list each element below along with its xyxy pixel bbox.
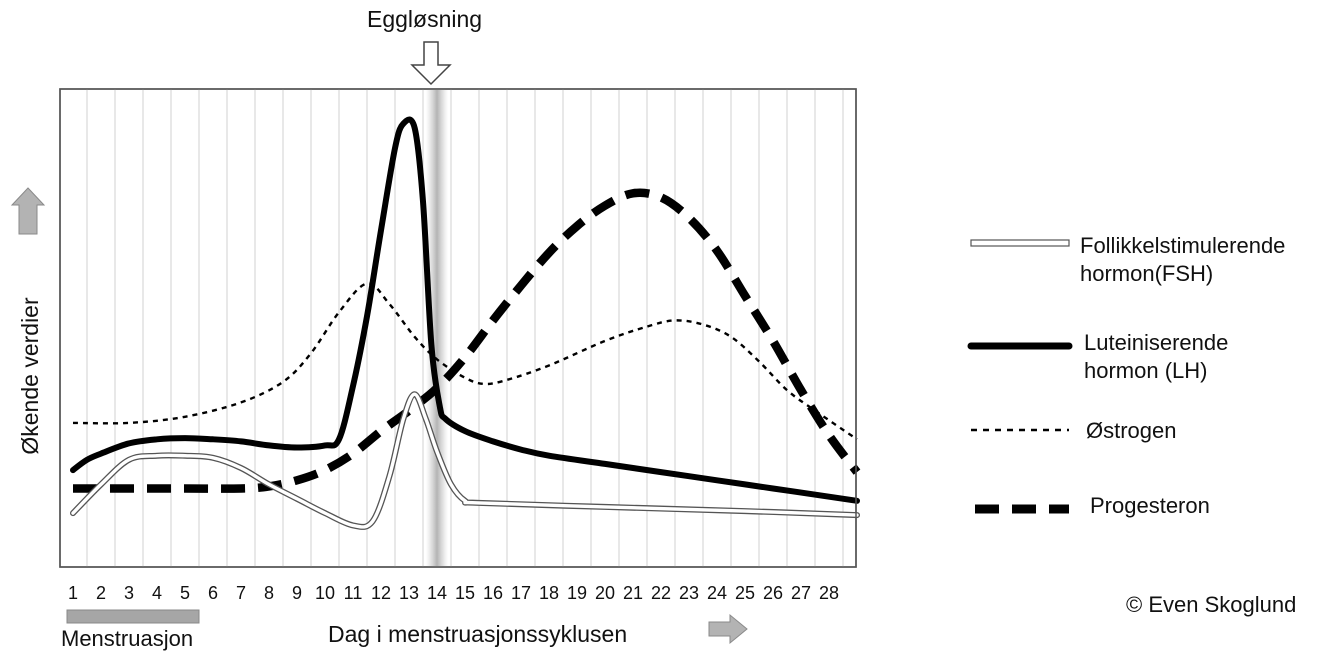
menstruation-label: Menstruasjon (61, 626, 193, 651)
x-tick-label: 26 (763, 583, 783, 603)
x-tick-label: 19 (567, 583, 587, 603)
legend: Follikkelstimulerende hormon(FSH) Lutein… (967, 233, 1292, 518)
legend-item-fsh: Follikkelstimulerende hormon(FSH) (970, 233, 1292, 286)
x-tick-label: 7 (236, 583, 246, 603)
legend-label-fsh: Follikkelstimulerende hormon(FSH) (1080, 233, 1292, 286)
x-tick-label: 16 (483, 583, 503, 603)
x-tick-label: 3 (124, 583, 134, 603)
x-axis-label: Dag i menstruasjonssyklusen (328, 621, 627, 647)
series-estrogen (72, 282, 858, 441)
series-lh (70, 116, 860, 504)
series-fsh (71, 392, 859, 529)
x-tick-labels: 1 2 3 4 5 6 7 8 9 10 11 12 13 14 15 16 17 18 19 20 21 22 23 24 2… (68, 583, 839, 603)
x-tick-label: 20 (595, 583, 615, 603)
x-tick-label: 18 (539, 583, 559, 603)
y-axis-label: Økende verdier (17, 297, 43, 455)
x-tick-label: 4 (152, 583, 162, 603)
x-tick-label: 1 (68, 583, 78, 603)
ovulation-label: Eggløsning (367, 6, 482, 32)
ovulation-band (426, 89, 448, 567)
menstruation-bar (66, 609, 200, 624)
plot-border (59, 88, 857, 568)
legend-label-progesterone: Progesteron (1090, 493, 1210, 518)
copyright-text: © Even Skoglund (1126, 592, 1296, 617)
x-tick-label: 27 (791, 583, 811, 603)
x-tick-label: 6 (208, 583, 218, 603)
x-tick-label: 24 (707, 583, 727, 603)
legend-swatch-fsh (970, 239, 1070, 247)
legend-item-estrogen: Østrogen (971, 418, 1177, 443)
x-tick-label: 5 (180, 583, 190, 603)
x-tick-label: 17 (511, 583, 531, 603)
legend-item-lh: Luteiniserende hormon (LH) (967, 330, 1228, 383)
x-tick-label: 13 (399, 583, 419, 603)
x-tick-label: 10 (315, 583, 335, 603)
x-tick-label: 8 (264, 583, 274, 603)
x-tick-label: 14 (427, 583, 447, 603)
x-tick-label: 11 (344, 583, 363, 603)
x-tick-label: 12 (371, 583, 391, 603)
legend-label-lh: Luteiniserende hormon (LH) (1084, 330, 1228, 383)
x-tick-label: 21 (623, 583, 643, 603)
series-layer (70, 116, 861, 530)
x-tick-label: 23 (679, 583, 699, 603)
x-tick-label: 2 (96, 583, 106, 603)
x-tick-label: 22 (651, 583, 671, 603)
x-tick-label: 15 (455, 583, 475, 603)
legend-label-estrogen: Østrogen (1086, 418, 1177, 443)
x-tick-label: 9 (292, 583, 302, 603)
x-axis-arrow-icon (708, 613, 748, 645)
ovulation-arrow-icon (410, 41, 452, 86)
x-tick-label: 25 (735, 583, 755, 603)
y-axis-arrow-icon (10, 187, 46, 235)
x-tick-label: 28 (819, 583, 839, 603)
legend-item-progesterone: Progesteron (975, 493, 1210, 518)
